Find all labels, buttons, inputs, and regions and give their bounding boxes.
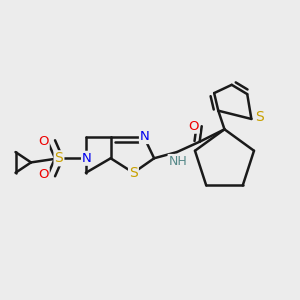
Text: N: N [140,130,150,143]
Text: O: O [38,168,49,181]
Text: O: O [188,120,199,133]
Text: S: S [55,151,63,165]
Text: S: S [129,166,138,180]
Text: O: O [38,135,49,148]
Text: S: S [255,110,264,124]
Text: N: N [82,152,92,165]
Text: NH: NH [169,155,187,168]
